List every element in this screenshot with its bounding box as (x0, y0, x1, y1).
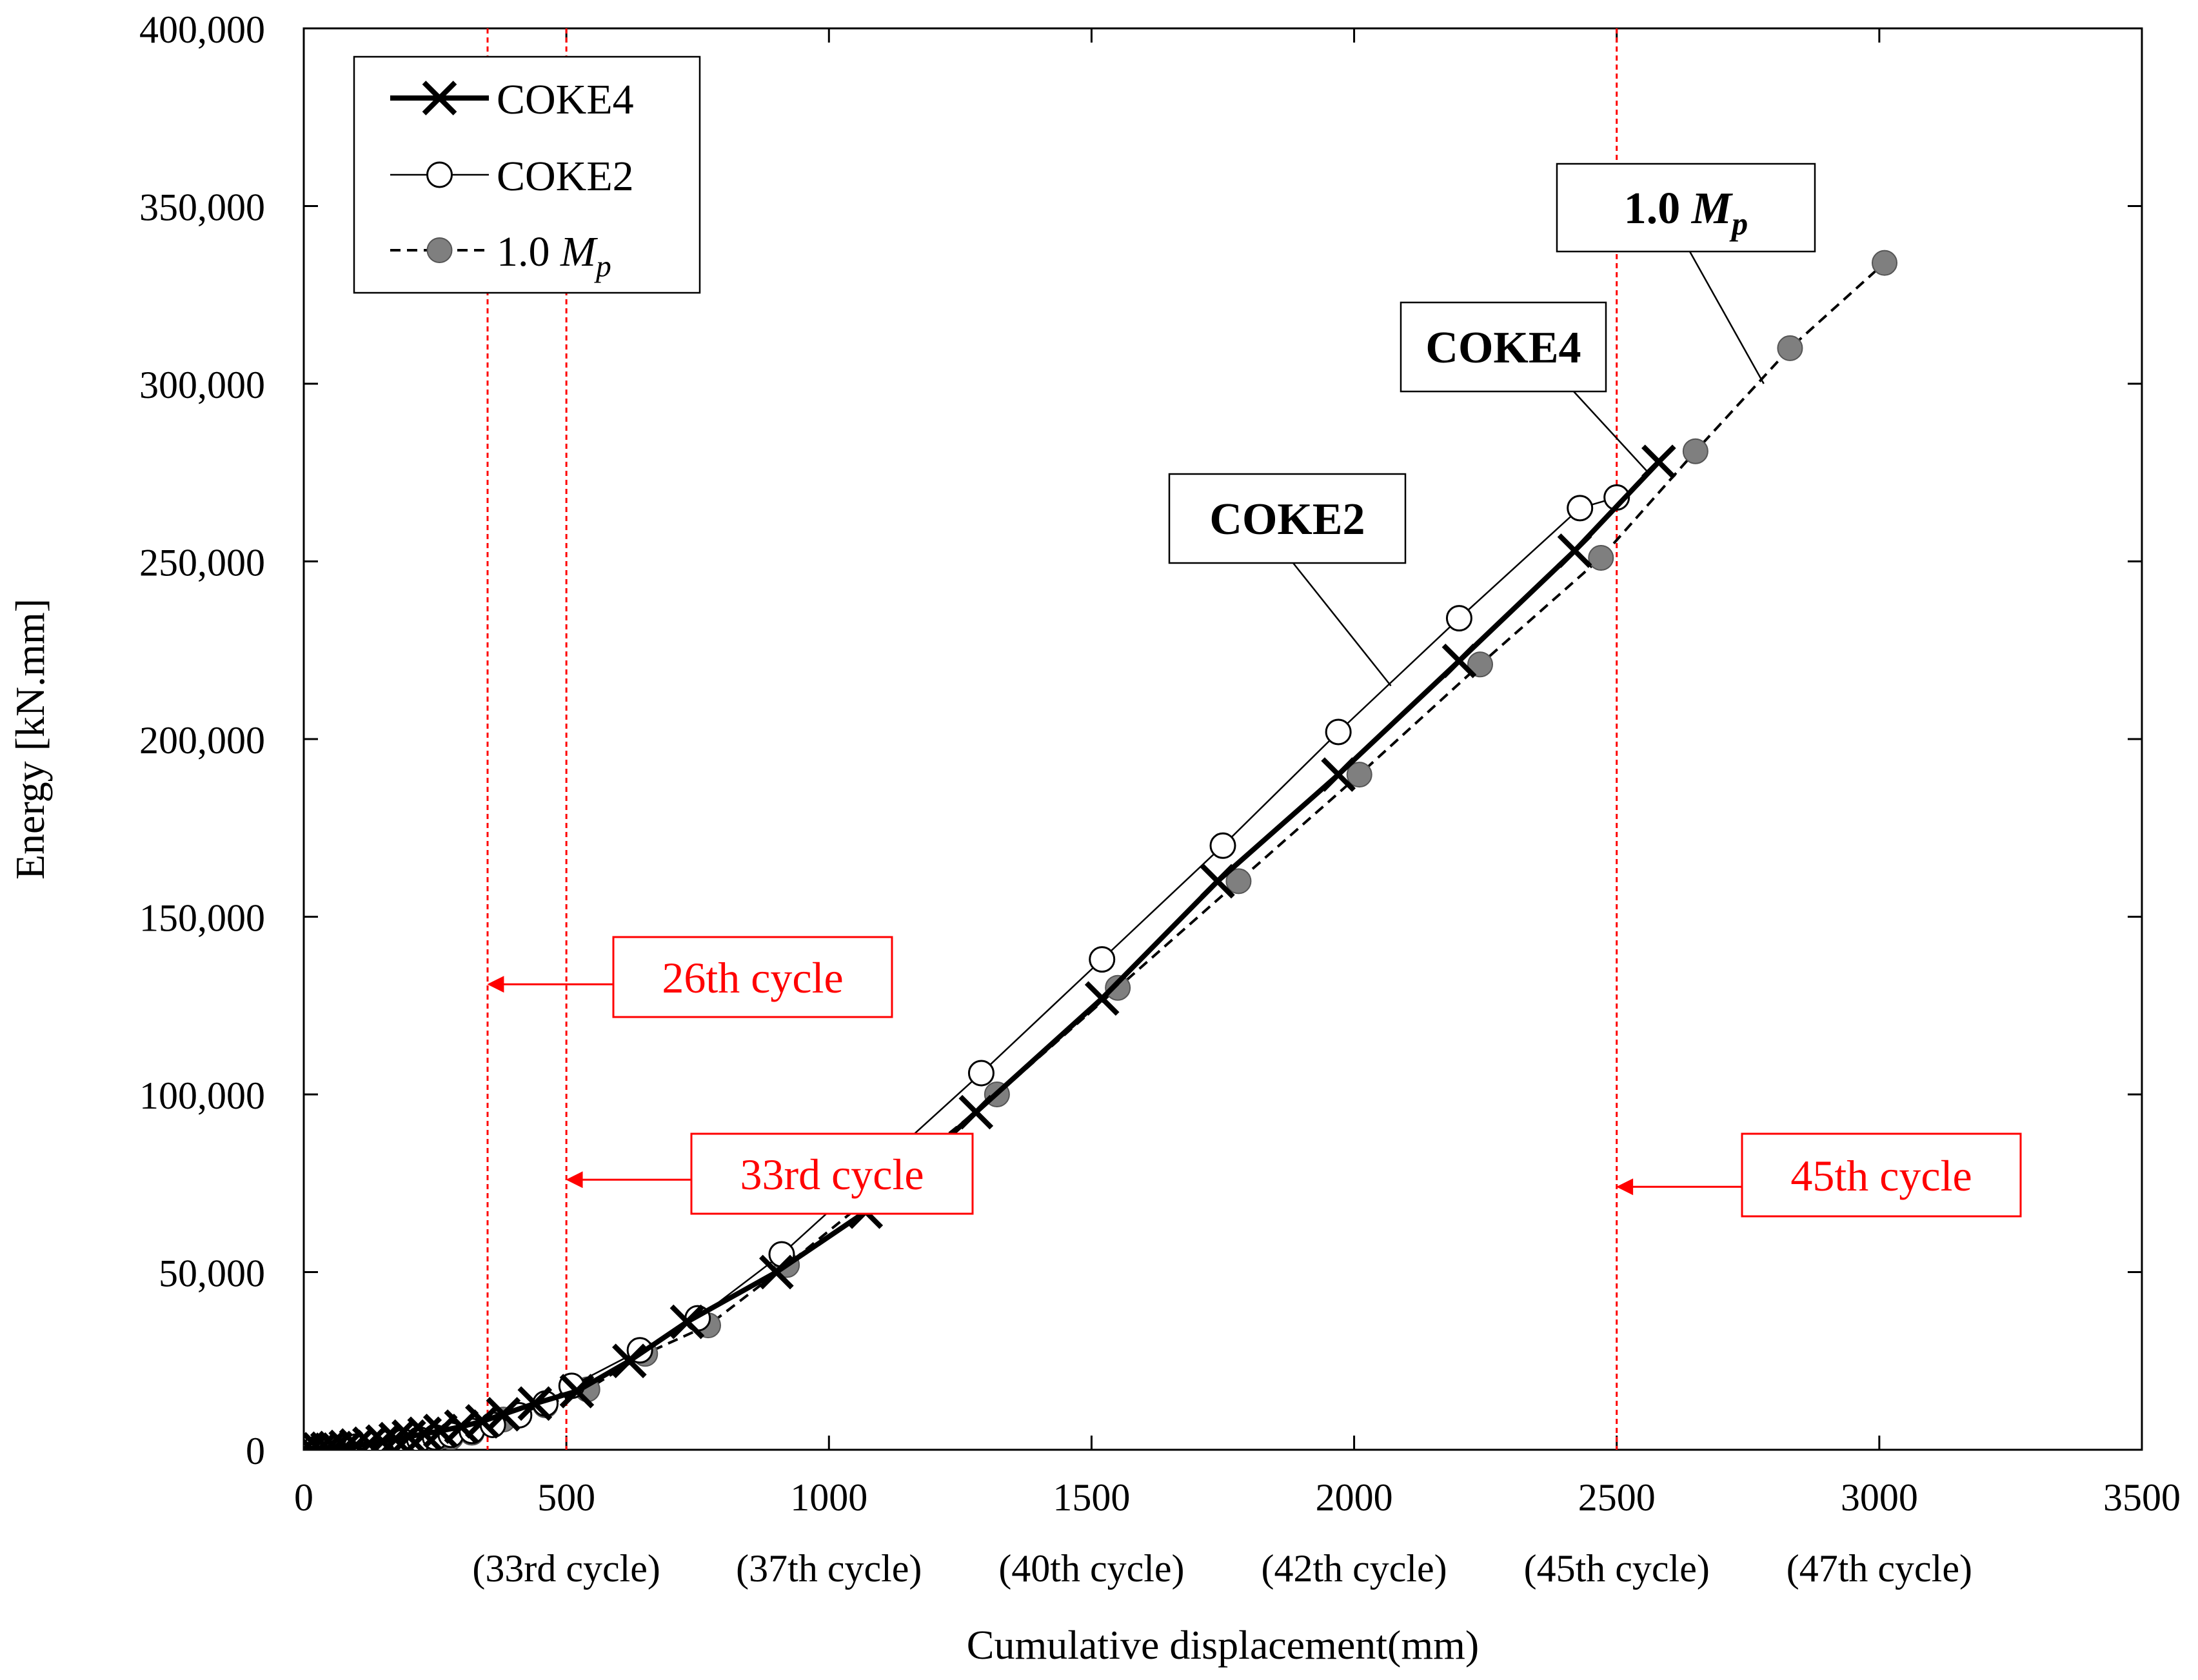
y-tick-label: 0 (246, 1430, 265, 1472)
series-coke4-point (612, 1343, 647, 1379)
x-tick-sublabel: (42th cycle) (1261, 1547, 1447, 1590)
series-coke4-point (486, 1397, 521, 1432)
series-coke4-point (304, 1432, 321, 1450)
y-tick-label: 400,000 (139, 8, 265, 51)
legend-swatch-marker (426, 161, 453, 188)
series-coke4-point (958, 1094, 994, 1130)
series-coke4-point (1084, 981, 1120, 1016)
annotation-leader (1573, 391, 1649, 473)
series-mp-point (1346, 762, 1372, 788)
x-tick-sublabel: (40th cycle) (998, 1547, 1184, 1590)
axes: 0 50,000 100,000 150,000 200,000 250,000 300,0… (7, 8, 2181, 1668)
annotation-label: 1.0 Mp (1624, 184, 1748, 242)
x-axis-title: Cumulative displacement(mm) (967, 1622, 1479, 1668)
reference-callout-box (612, 936, 893, 1018)
y-tick-label: 350,000 (139, 186, 265, 229)
series-coke4-point (1321, 757, 1356, 792)
series-coke4-point (444, 1409, 479, 1445)
series-mp-point (1682, 438, 1708, 464)
annotation-label: COKE4 (1425, 323, 1581, 373)
y-tick-label: 300,000 (139, 364, 265, 406)
series-mp-point (1467, 651, 1493, 678)
series-coke4-point (1200, 864, 1235, 899)
x-tick-label: 3500 (2103, 1476, 2181, 1519)
legend-swatch-marker (422, 81, 457, 115)
y-tick-label: 100,000 (139, 1074, 265, 1117)
series-coke4-point (1557, 533, 1592, 568)
x-tick-label: 2000 (1316, 1476, 1393, 1519)
annotation-box (1556, 163, 1816, 253)
annotation-leader (1688, 251, 1765, 384)
reference-callout-label: 45th cycle (1790, 1151, 1972, 1200)
annotation-leader (1292, 562, 1392, 687)
series-coke4-point (1441, 643, 1477, 678)
series-annotations: COKE4 COKE2 1.0 Mp (1168, 163, 1816, 687)
annotation-label: COKE2 (1209, 495, 1365, 544)
series-coke2-point (1325, 718, 1352, 746)
series-coke4-point (339, 1428, 374, 1450)
reference-callouts: 26th cycle 33rd cycle 45th cycle (487, 936, 2022, 1218)
series-coke4-point (378, 1421, 413, 1450)
series-mp-point (1872, 250, 1897, 276)
series-mp-point (1777, 335, 1803, 361)
x-tick-label: 1500 (1053, 1476, 1130, 1519)
series-coke4-point (328, 1429, 363, 1450)
annotation-box (1168, 473, 1407, 564)
y-axis-title: Energy [kN.mm] (7, 598, 53, 880)
x-tick-sublabel: (37th cycle) (736, 1547, 922, 1590)
series-coke4-point (559, 1374, 595, 1408)
series-mp-point (1105, 974, 1131, 1001)
series-mp-point (1588, 544, 1614, 571)
legend: COKE4 COKE2 1.0 Mp (353, 55, 701, 294)
x-tick-label: 500 (537, 1476, 595, 1519)
reference-callout-box (690, 1132, 974, 1215)
y-tick-label: 250,000 (139, 542, 265, 584)
series-coke4-point (669, 1304, 705, 1339)
series-coke2-point (1209, 832, 1236, 859)
x-tick-sublabel: (47th cycle) (1787, 1547, 1972, 1590)
reference-callout-label: 33rd cycle (740, 1150, 924, 1199)
x-tick-label: 2500 (1578, 1476, 1656, 1519)
series-coke4-point (422, 1413, 458, 1448)
x-tick-label: 1000 (790, 1476, 867, 1519)
series-coke2-point (967, 1060, 995, 1087)
series-mp-point (1225, 868, 1252, 894)
reference-callout-box (1741, 1132, 2022, 1218)
legend-label: 1.0 Mp (497, 228, 611, 284)
legend-label: COKE2 (497, 153, 634, 200)
series-coke2-point (1089, 946, 1116, 973)
x-tick-sublabel: (33rd cycle) (472, 1547, 660, 1590)
series-coke2-point (1567, 495, 1594, 522)
series-coke4-point (517, 1386, 553, 1421)
series-coke4-point (365, 1424, 400, 1450)
series-coke4-point (465, 1404, 500, 1439)
series-coke4-point (759, 1254, 794, 1290)
y-tick-label: 200,000 (139, 719, 265, 762)
reference-callout-label: 26th cycle (662, 953, 843, 1002)
x-tick-sublabel: (45th cycle) (1524, 1547, 1710, 1590)
legend-label: COKE4 (497, 76, 634, 123)
y-tick-label: 150,000 (139, 897, 265, 940)
annotation-box (1400, 301, 1607, 393)
series-group (304, 250, 1897, 1450)
series-coke4-point (351, 1426, 387, 1450)
series-coke4-point (304, 1432, 330, 1450)
series-coke4 (304, 444, 1676, 1450)
y-tick-label: 50,000 (159, 1252, 265, 1295)
x-tick-label: 3000 (1841, 1476, 1918, 1519)
legend-swatch-marker (426, 237, 453, 263)
series-coke2-point (1445, 605, 1472, 632)
x-tick-label: 0 (294, 1476, 313, 1519)
